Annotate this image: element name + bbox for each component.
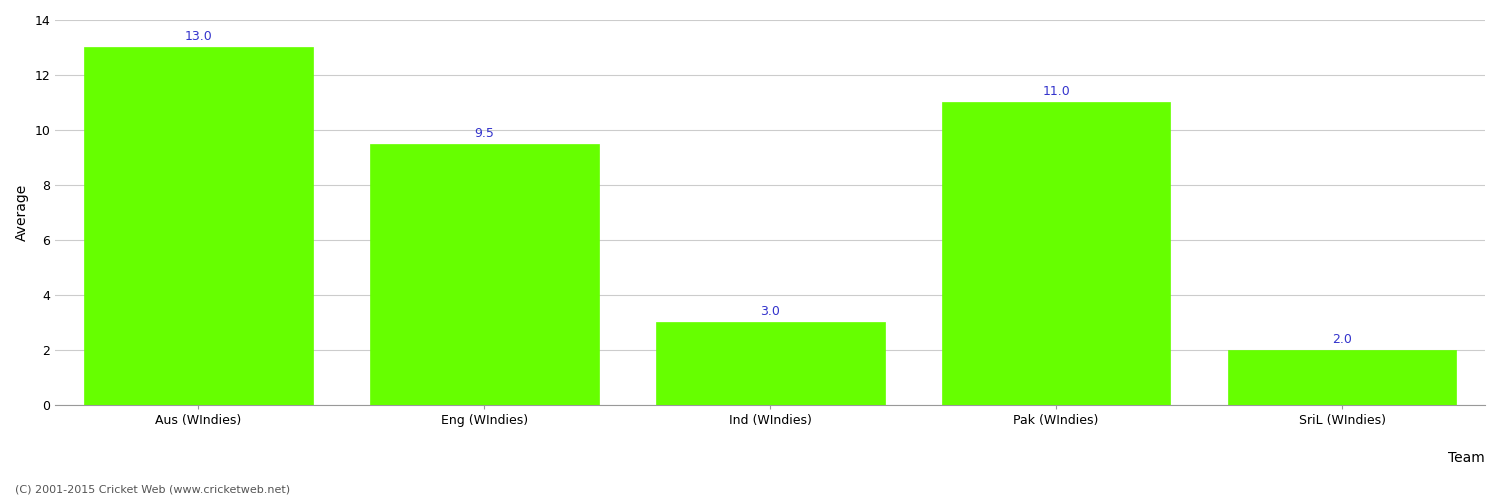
Bar [1227,350,1456,405]
Text: 2.0: 2.0 [1332,332,1352,345]
Text: 3.0: 3.0 [760,305,780,318]
Bar [656,322,885,405]
Bar [942,102,1170,405]
Text: 13.0: 13.0 [184,30,211,44]
Text: 9.5: 9.5 [474,126,494,140]
Text: 11.0: 11.0 [1042,86,1070,98]
Bar [370,144,598,405]
Text: Team: Team [1448,451,1485,465]
Y-axis label: Average: Average [15,184,28,241]
Bar [84,48,312,405]
Text: (C) 2001-2015 Cricket Web (www.cricketweb.net): (C) 2001-2015 Cricket Web (www.cricketwe… [15,485,290,495]
